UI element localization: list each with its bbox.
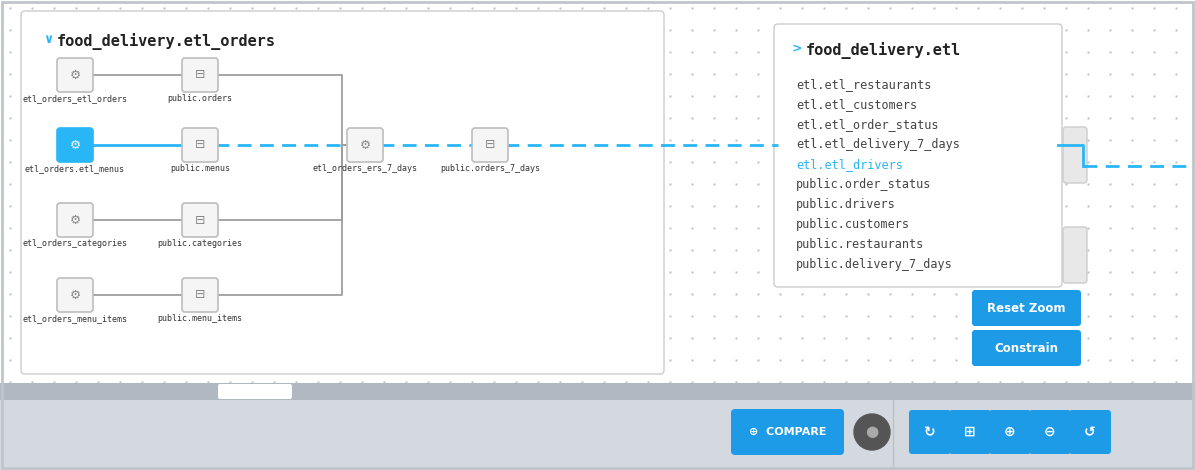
FancyBboxPatch shape — [22, 11, 664, 374]
Text: etl.etl_delivery_7_days: etl.etl_delivery_7_days — [796, 138, 960, 151]
Text: etl.etl_customers: etl.etl_customers — [796, 98, 917, 111]
FancyBboxPatch shape — [472, 128, 508, 162]
FancyBboxPatch shape — [1064, 127, 1087, 183]
Circle shape — [854, 414, 890, 450]
Text: ⊟: ⊟ — [195, 69, 206, 81]
Text: ⊟: ⊟ — [195, 289, 206, 301]
FancyBboxPatch shape — [57, 278, 93, 312]
Text: ⚙: ⚙ — [69, 289, 80, 301]
Text: etl.etl_order_status: etl.etl_order_status — [796, 118, 938, 131]
Text: ⚙: ⚙ — [69, 139, 80, 151]
FancyBboxPatch shape — [57, 58, 93, 92]
FancyBboxPatch shape — [972, 330, 1081, 366]
Text: public.restaurants: public.restaurants — [796, 238, 924, 251]
Text: ⊟: ⊟ — [195, 139, 206, 151]
Text: etl_orders_ers_7_days: etl_orders_ers_7_days — [313, 164, 417, 173]
Text: ●: ● — [865, 424, 878, 439]
FancyBboxPatch shape — [972, 290, 1081, 326]
Bar — [0, 400, 1195, 470]
FancyBboxPatch shape — [1070, 410, 1111, 454]
Text: Reset Zoom: Reset Zoom — [987, 301, 1066, 314]
Text: etl_orders_categories: etl_orders_categories — [23, 239, 128, 248]
Text: public.drivers: public.drivers — [796, 198, 896, 211]
Text: ⚙: ⚙ — [69, 69, 80, 81]
Text: ⊞: ⊞ — [964, 425, 976, 439]
Text: public.menus: public.menus — [170, 164, 229, 173]
FancyBboxPatch shape — [1029, 410, 1071, 454]
FancyBboxPatch shape — [347, 128, 384, 162]
Text: ∨: ∨ — [43, 33, 53, 46]
Text: food_delivery.etl_orders: food_delivery.etl_orders — [57, 33, 276, 50]
Text: etl_orders_menu_items: etl_orders_menu_items — [23, 314, 128, 323]
Text: public.orders: public.orders — [167, 94, 233, 103]
Text: public.delivery_7_days: public.delivery_7_days — [796, 258, 952, 271]
Text: ⊖: ⊖ — [1044, 425, 1056, 439]
Text: public.categories: public.categories — [158, 239, 243, 248]
Text: public.orders_7_days: public.orders_7_days — [440, 164, 540, 173]
FancyBboxPatch shape — [182, 58, 217, 92]
Text: etl_orders_etl_orders: etl_orders_etl_orders — [23, 94, 128, 103]
FancyBboxPatch shape — [1064, 227, 1087, 283]
FancyBboxPatch shape — [57, 128, 93, 162]
Text: ⊕  COMPARE: ⊕ COMPARE — [749, 427, 826, 437]
FancyBboxPatch shape — [182, 128, 217, 162]
Text: public.customers: public.customers — [796, 218, 911, 231]
Bar — [0, 383, 1195, 400]
FancyBboxPatch shape — [182, 203, 217, 237]
Text: food_delivery.etl: food_delivery.etl — [805, 42, 961, 59]
FancyBboxPatch shape — [909, 410, 951, 454]
FancyBboxPatch shape — [217, 384, 292, 399]
FancyBboxPatch shape — [57, 203, 93, 237]
Text: ⊟: ⊟ — [195, 213, 206, 227]
Text: >: > — [792, 42, 803, 55]
Text: Constrain: Constrain — [994, 342, 1059, 354]
FancyBboxPatch shape — [774, 24, 1062, 287]
Text: ⚙: ⚙ — [360, 139, 370, 151]
Text: etl.etl_drivers: etl.etl_drivers — [796, 158, 903, 171]
FancyBboxPatch shape — [731, 409, 844, 455]
FancyBboxPatch shape — [182, 278, 217, 312]
Text: ↻: ↻ — [924, 425, 936, 439]
Text: etl_orders.etl_menus: etl_orders.etl_menus — [25, 164, 125, 173]
Text: public.menu_items: public.menu_items — [158, 314, 243, 323]
Text: public.order_status: public.order_status — [796, 178, 931, 191]
Text: ↺: ↺ — [1084, 425, 1096, 439]
FancyBboxPatch shape — [949, 410, 991, 454]
Text: ⊕: ⊕ — [1004, 425, 1016, 439]
Text: ⚙: ⚙ — [69, 213, 80, 227]
FancyBboxPatch shape — [989, 410, 1031, 454]
Text: etl.etl_restaurants: etl.etl_restaurants — [796, 78, 931, 91]
Text: ⊟: ⊟ — [485, 139, 495, 151]
